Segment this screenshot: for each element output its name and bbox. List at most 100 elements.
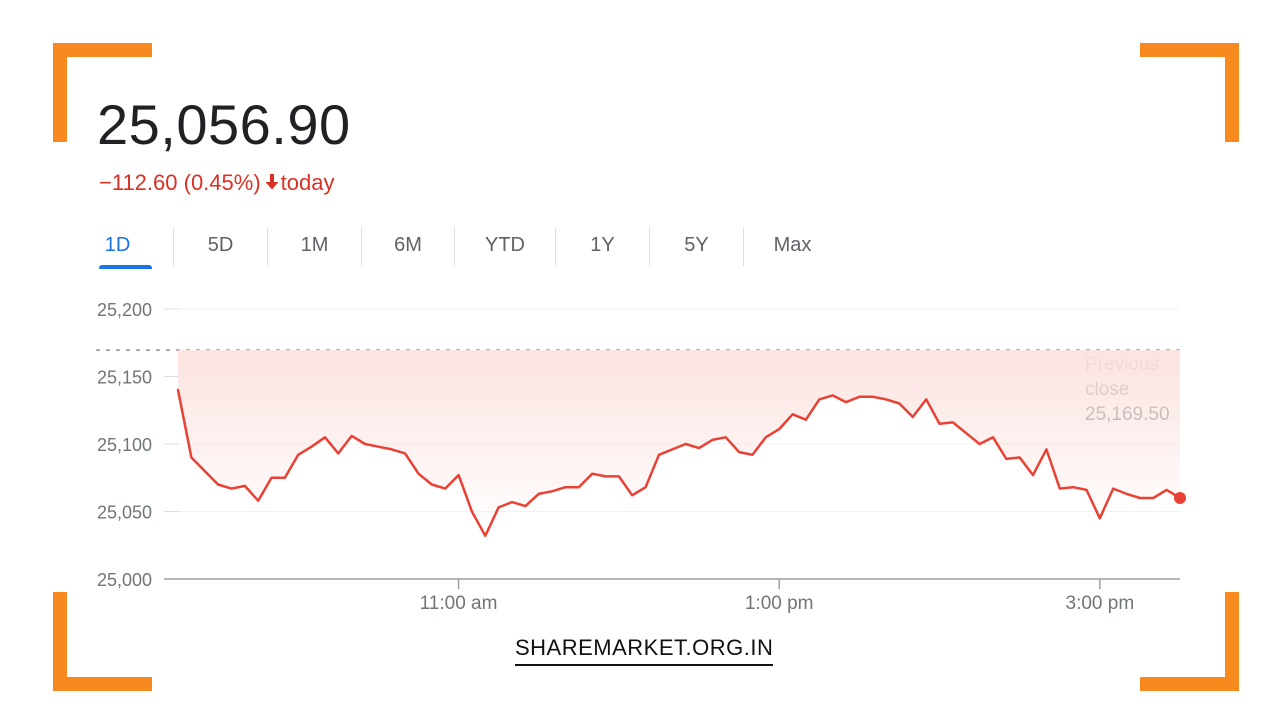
price-change: −112.60 (0.45%) today [99, 170, 334, 196]
change-period: today [280, 170, 335, 195]
data-point [764, 436, 767, 439]
data-point [511, 501, 514, 504]
data-point [297, 453, 300, 456]
data-point [1138, 497, 1141, 500]
data-point [604, 475, 607, 478]
data-point [404, 452, 407, 455]
data-point [1005, 457, 1008, 460]
y-tick-label: 25,200 [97, 300, 152, 320]
data-point [591, 472, 594, 475]
data-point [978, 443, 981, 446]
tab-max[interactable]: Max [773, 234, 812, 256]
data-point [524, 505, 527, 508]
tab-divider [743, 228, 744, 266]
data-point [751, 453, 754, 456]
last-price-dot [1174, 492, 1186, 504]
data-point [1098, 517, 1101, 520]
tab-ytd[interactable]: YTD [485, 234, 525, 256]
data-point [243, 484, 246, 487]
data-point [364, 443, 367, 446]
frame-corner-top-right [1140, 43, 1239, 142]
data-point [257, 499, 260, 502]
data-point [1058, 487, 1061, 490]
data-point [390, 448, 393, 451]
data-point [1045, 448, 1048, 451]
data-point [177, 389, 180, 392]
data-point [270, 476, 273, 479]
data-point [1112, 487, 1115, 490]
data-point [925, 398, 928, 401]
data-point [564, 486, 567, 489]
data-point [658, 453, 661, 456]
tab-divider [649, 228, 650, 266]
data-point [724, 436, 727, 439]
data-point [444, 487, 447, 490]
tab-1d[interactable]: 1D [80, 225, 155, 269]
tab-divider [173, 228, 174, 266]
watermark-brand: SHAREMARKET.ORG.IN [515, 635, 774, 666]
data-point [711, 438, 714, 441]
data-point [350, 434, 353, 437]
data-point [417, 472, 420, 475]
data-point [778, 428, 781, 431]
tab-5d[interactable]: 5D [207, 234, 234, 256]
data-point [698, 447, 701, 450]
y-tick-label: 25,050 [97, 503, 152, 523]
frame-corner-bottom-left [53, 592, 152, 691]
y-tick-label: 25,150 [97, 368, 152, 388]
y-tick-label: 25,000 [97, 570, 152, 590]
data-point [457, 474, 460, 477]
data-point [190, 456, 193, 459]
data-point [791, 413, 794, 416]
data-point [911, 416, 914, 419]
data-point [337, 452, 340, 455]
data-point [537, 492, 540, 495]
data-point [938, 422, 941, 425]
data-point [684, 443, 687, 446]
data-point [992, 436, 995, 439]
data-point [1152, 497, 1155, 500]
tab-divider [267, 228, 268, 266]
tab-divider [361, 228, 362, 266]
down-arrow-icon [265, 170, 279, 196]
x-tick-label: 11:00 am [420, 593, 498, 614]
data-point [430, 483, 433, 486]
data-point [965, 432, 968, 435]
tab-6m[interactable]: 6M [394, 234, 422, 256]
data-point [497, 506, 500, 509]
data-point [671, 448, 674, 451]
series-area [178, 350, 1180, 536]
data-point [644, 486, 647, 489]
data-point [1072, 486, 1075, 489]
data-point [1085, 488, 1088, 491]
data-point [324, 436, 327, 439]
data-point [871, 395, 874, 398]
data-point [858, 395, 861, 398]
current-price: 25,056.90 [97, 93, 351, 156]
data-point [577, 486, 580, 489]
data-point [1032, 474, 1035, 477]
y-tick-label: 25,100 [97, 435, 152, 455]
data-point [898, 402, 901, 405]
tab-1y[interactable]: 1Y [590, 234, 615, 256]
data-point [484, 534, 487, 537]
frame-corner-top-left [53, 43, 152, 142]
data-point [951, 421, 954, 424]
data-point [804, 418, 807, 421]
change-value: −112.60 (0.45%) [99, 170, 261, 195]
tab-1m[interactable]: 1M [300, 234, 329, 256]
tab-5y[interactable]: 5Y [684, 234, 709, 256]
data-point [818, 398, 821, 401]
x-tick-label: 3:00 pm [1066, 593, 1135, 614]
data-point [1125, 492, 1128, 495]
x-tick-label: 1:00 pm [745, 593, 814, 614]
frame-corner-bottom-right [1140, 592, 1239, 691]
tab-divider [454, 228, 455, 266]
data-point [203, 470, 206, 473]
data-point [845, 401, 848, 404]
data-point [551, 490, 554, 493]
data-point [1165, 488, 1168, 491]
data-point [617, 475, 620, 478]
data-point [470, 510, 473, 513]
